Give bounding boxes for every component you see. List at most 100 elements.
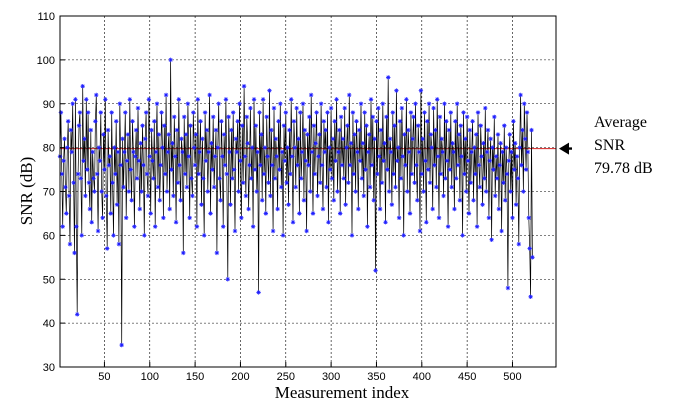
tick-labels: 50 100 150 200 250 300 350 400 450 500 30 40 50 60 70 8…: [37, 11, 522, 383]
average-annotation-line3: 79.78 dB: [594, 160, 653, 177]
data-point: [471, 198, 476, 203]
data-point: [445, 224, 451, 229]
data-point: [348, 141, 354, 146]
data-point: [84, 97, 89, 102]
data-point: [519, 162, 524, 168]
data-point: [90, 149, 95, 155]
data-point: [153, 149, 159, 155]
data-point: [456, 132, 462, 137]
data-point: [221, 132, 227, 137]
data-point: [186, 154, 191, 159]
data-point: [80, 84, 85, 89]
data-point: [515, 176, 521, 181]
data-point: [94, 92, 99, 98]
data-point: [118, 162, 123, 168]
y-tick-label: 90: [43, 99, 55, 111]
data-point: [141, 162, 146, 168]
x-tick-label: 450: [458, 371, 476, 383]
data-point: [276, 119, 281, 124]
data-point: [363, 167, 368, 172]
data-point: [378, 127, 384, 133]
data-point: [73, 97, 78, 102]
data-point: [365, 224, 370, 229]
data-point: [486, 215, 492, 221]
data-point: [98, 110, 104, 115]
data-point: [309, 149, 315, 155]
data-point: [455, 162, 461, 168]
data-point: [529, 127, 534, 133]
data-point: [77, 110, 83, 115]
data-point: [149, 127, 154, 133]
data-point: [474, 224, 480, 229]
data-point: [482, 176, 487, 181]
data-point: [205, 189, 211, 194]
data-point: [162, 123, 167, 128]
data-point: [308, 189, 313, 194]
data-point: [195, 97, 201, 102]
data-point: [513, 202, 519, 207]
data-point: [176, 97, 181, 102]
data-point: [403, 162, 408, 168]
data-point: [508, 189, 513, 194]
series-layer: [57, 57, 535, 348]
data-point: [230, 176, 235, 181]
data-point: [404, 97, 409, 102]
data-point: [419, 171, 424, 177]
data-point: [524, 110, 530, 115]
average-annotation-line2: SNR: [594, 137, 626, 154]
data-point: [291, 119, 297, 124]
data-point: [397, 119, 403, 124]
data-point: [129, 198, 134, 203]
data-point: [367, 132, 372, 137]
data-point: [233, 136, 239, 142]
data-point: [61, 158, 66, 163]
data-point: [260, 97, 266, 102]
data-point: [198, 119, 203, 124]
data-point: [396, 145, 401, 150]
data-point: [449, 184, 454, 190]
data-point: [349, 233, 355, 238]
data-point: [249, 176, 254, 181]
data-point: [347, 92, 352, 98]
data-point: [392, 123, 397, 128]
data-point: [200, 136, 205, 142]
data-point: [485, 127, 491, 133]
data-point: [254, 189, 259, 194]
data-point: [319, 162, 325, 168]
data-point: [145, 193, 151, 199]
data-point: [237, 101, 242, 106]
data-point: [402, 132, 407, 137]
data-point: [261, 171, 267, 177]
data-point: [96, 145, 102, 150]
data-point: [76, 123, 82, 128]
data-point: [168, 57, 173, 63]
data-point: [273, 136, 279, 142]
data-point: [530, 255, 535, 260]
data-point: [133, 154, 138, 159]
data-point: [211, 114, 216, 120]
data-point: [376, 154, 382, 159]
data-point: [480, 202, 485, 207]
data-point: [452, 206, 457, 212]
data-point: [332, 119, 337, 124]
data-point: [242, 154, 248, 159]
data-point: [65, 145, 70, 150]
data-point: [410, 136, 415, 142]
data-point: [278, 101, 283, 106]
data-point: [405, 189, 410, 194]
data-point: [366, 149, 371, 155]
data-point: [262, 145, 268, 150]
data-point: [224, 171, 230, 177]
x-tick-label: 250: [277, 371, 295, 383]
data-point: [490, 145, 495, 150]
series-line: [59, 59, 533, 346]
data-point: [185, 101, 191, 106]
data-point: [172, 114, 177, 120]
data-point: [231, 167, 237, 172]
data-point: [265, 154, 270, 159]
data-point: [269, 127, 274, 133]
data-point: [302, 127, 308, 133]
data-point: [370, 114, 376, 120]
data-point: [207, 92, 212, 98]
